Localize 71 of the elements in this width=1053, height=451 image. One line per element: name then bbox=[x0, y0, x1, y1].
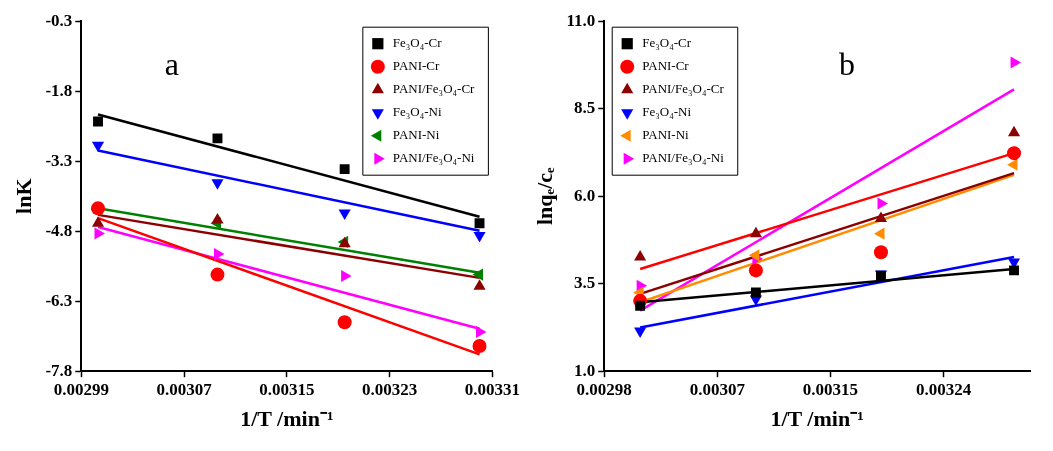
legend-label: PANI-Ni bbox=[642, 127, 690, 143]
point bbox=[337, 315, 352, 330]
x-tick-label: 0.00299 bbox=[53, 379, 109, 399]
y-tick-label: -3.3 bbox=[45, 150, 73, 170]
point bbox=[473, 279, 486, 290]
point bbox=[210, 267, 225, 282]
y-tick-label: -1.8 bbox=[45, 80, 73, 100]
point bbox=[1007, 146, 1022, 161]
legend-label: PANI/Fe₃O₄-Cr bbox=[392, 81, 476, 97]
point bbox=[472, 339, 487, 353]
annotation: b bbox=[838, 45, 855, 82]
point bbox=[874, 211, 888, 223]
legend-label: PANI/Fe₃O₄-Ni bbox=[642, 150, 725, 166]
y-tick-label: 1.0 bbox=[573, 360, 596, 380]
y-axis-title: lnqₑ/cₑ bbox=[531, 166, 557, 226]
annotation: a bbox=[164, 45, 179, 82]
point bbox=[1007, 125, 1021, 137]
point bbox=[93, 116, 103, 127]
legend-label: Fe₃O₄-Ni bbox=[642, 104, 692, 120]
point bbox=[91, 216, 105, 227]
point bbox=[748, 263, 763, 278]
y-tick-label: -7.8 bbox=[45, 360, 73, 380]
x-tick-label: 0.00315 bbox=[802, 379, 859, 399]
legend-label: PANI/Fe₃O₄-Ni bbox=[392, 150, 475, 166]
legend-label: Fe₃O₄-Ni bbox=[392, 104, 443, 120]
point bbox=[634, 327, 647, 338]
y-tick-label: 3.5 bbox=[573, 273, 596, 293]
point bbox=[91, 201, 106, 216]
point bbox=[211, 179, 224, 190]
point bbox=[474, 218, 485, 229]
point bbox=[1007, 158, 1018, 171]
legend-label: PANI-Cr bbox=[642, 58, 690, 74]
x-tick-label: 0.00324 bbox=[915, 379, 972, 399]
legend-label: PANI-Cr bbox=[392, 58, 440, 74]
legend-label: Fe₃O₄-Cr bbox=[392, 35, 443, 51]
point bbox=[750, 287, 761, 298]
x-tick-label: 0.00315 bbox=[259, 379, 315, 399]
point bbox=[211, 213, 224, 224]
x-tick-label: 0.00323 bbox=[361, 379, 418, 399]
point bbox=[1009, 265, 1019, 276]
point bbox=[873, 227, 885, 240]
x-tick-label: 0.00298 bbox=[576, 379, 632, 399]
point bbox=[634, 250, 647, 261]
x-axis-title: 1/T /min⁻¹ bbox=[770, 406, 864, 432]
legend-label: Fe₃O₄-Cr bbox=[642, 35, 692, 51]
point bbox=[877, 197, 888, 210]
y-tick-label: 8.5 bbox=[573, 98, 596, 118]
x-axis-title: 1/T /min⁻¹ bbox=[240, 406, 334, 432]
y-tick-label: -4.8 bbox=[45, 220, 73, 240]
point bbox=[472, 268, 484, 281]
point bbox=[91, 141, 105, 153]
point bbox=[341, 269, 352, 283]
point bbox=[212, 133, 223, 144]
legend-label: PANI/Fe₃O₄-Cr bbox=[642, 81, 725, 97]
point bbox=[749, 226, 762, 238]
point bbox=[339, 164, 350, 175]
y-tick-label: 6.0 bbox=[573, 185, 596, 205]
point bbox=[748, 249, 760, 262]
point bbox=[473, 231, 486, 243]
point bbox=[338, 209, 351, 220]
y-tick-label: 11.0 bbox=[566, 10, 596, 30]
point bbox=[635, 300, 646, 311]
point bbox=[873, 245, 888, 260]
y-axis-title: lnK bbox=[10, 178, 36, 214]
y-tick-label: -0.3 bbox=[45, 10, 73, 30]
x-tick-label: 0.00331 bbox=[464, 379, 520, 399]
legend-label: PANI-Ni bbox=[392, 127, 440, 143]
x-tick-label: 0.00307 bbox=[156, 379, 213, 399]
x-tick-label: 0.00307 bbox=[689, 379, 746, 399]
point bbox=[213, 248, 225, 261]
y-tick-label: -6.3 bbox=[45, 290, 73, 310]
